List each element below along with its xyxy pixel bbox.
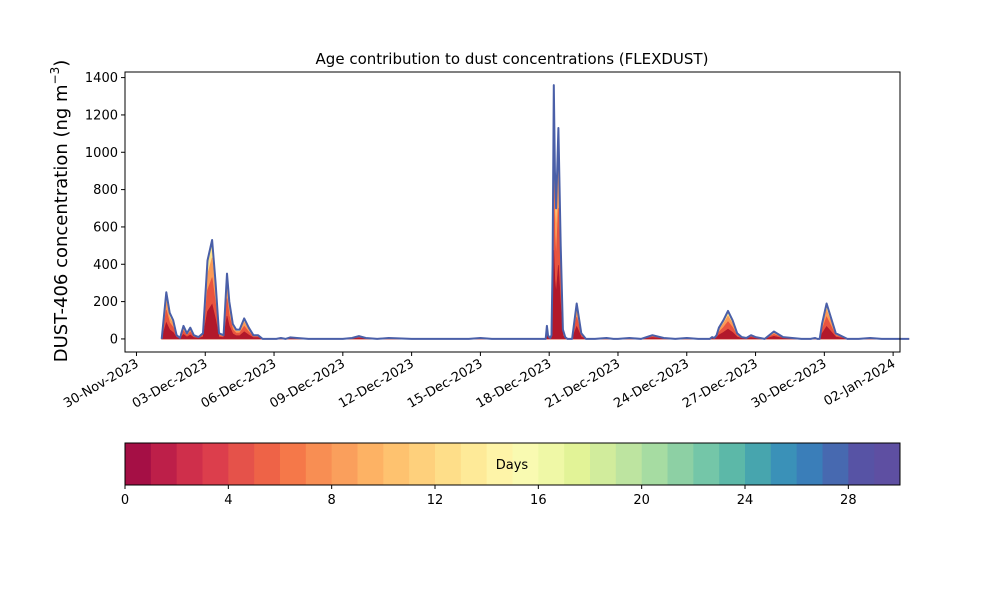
colorbar-bin-13	[460, 443, 488, 485]
y-tick-label-3: 600	[93, 220, 118, 235]
colorbar-tick-label-2: 8	[328, 493, 336, 508]
colorbar-tick-label-3: 12	[427, 493, 444, 508]
colorbar-bin-24	[745, 443, 772, 485]
colorbar-bin-29	[874, 443, 901, 485]
y-axis-label-exponent: −3	[48, 67, 62, 85]
y-tick-label-5: 1000	[85, 146, 118, 161]
colorbar-tick-label-4: 16	[530, 493, 547, 508]
colorbar-tick-label-0: 0	[121, 493, 129, 508]
colorbar-bin-15	[512, 443, 539, 485]
age-area-0	[161, 250, 910, 340]
colorbar-bin-0	[125, 443, 152, 485]
age-area-1	[161, 181, 910, 340]
colorbar-bin-3	[202, 443, 229, 485]
colorbar-tick-label-6: 24	[737, 493, 754, 508]
colorbar-bin-17	[564, 443, 591, 485]
colorbar-tick-label-7: 28	[840, 493, 857, 508]
colorbar-bin-11	[409, 443, 436, 485]
axes-frame	[124, 71, 901, 353]
colorbar-bin-5	[254, 443, 281, 485]
y-axis-label-close: )	[51, 60, 72, 67]
colorbar-bin-1	[150, 443, 178, 485]
colorbar-bin-26	[796, 443, 823, 485]
colorbar-bin-9	[357, 443, 384, 485]
x-tick-label-2: 06-Dec-2023	[199, 356, 279, 411]
y-tick-label-1: 200	[93, 295, 118, 310]
age-area-2	[161, 130, 910, 340]
age-area-3	[161, 102, 910, 340]
colorbar-bin-2	[176, 443, 203, 485]
y-tick-label-7: 1400	[85, 71, 118, 86]
y-tick-label-4: 800	[93, 183, 118, 198]
x-tick-label-5: 15-Dec-2023	[405, 356, 485, 411]
colorbar-bin-12	[435, 443, 462, 485]
x-tick-label-4: 12-Dec-2023	[336, 356, 416, 411]
y-tick-label-0: 0	[110, 332, 118, 347]
age-area-4	[161, 92, 910, 340]
y-tick-label-2: 400	[93, 258, 118, 273]
colorbar-bin-7	[305, 443, 333, 485]
plot-area	[160, 84, 910, 340]
colorbar-bin-25	[770, 443, 798, 485]
chart-title: Age contribution to dust concentrations …	[316, 50, 709, 68]
colorbar-bin-4	[228, 443, 255, 485]
colorbar-label: Days	[496, 458, 529, 473]
x-tick-label-3: 09-Dec-2023	[267, 356, 347, 411]
colorbar-bin-14	[486, 443, 513, 485]
x-tick-label-9: 27-Dec-2023	[680, 356, 760, 411]
x-tick-label-8: 24-Dec-2023	[611, 356, 691, 411]
colorbar-bin-22	[693, 443, 720, 485]
colorbar-bin-20	[641, 443, 668, 485]
colorbar-bin-27	[822, 443, 849, 485]
colorbar: 0 4 8 12 16 20 24 28	[121, 442, 901, 508]
colorbar-bin-18	[590, 443, 617, 485]
x-tick-label-1: 03-Dec-2023	[130, 356, 210, 411]
x-tick-label-11: 02-Jan-2024	[822, 356, 899, 409]
colorbar-bin-16	[538, 443, 565, 485]
colorbar-bin-21	[667, 443, 694, 485]
colorbar-bin-23	[719, 443, 746, 485]
colorbar-bin-28	[848, 443, 875, 485]
x-tick-label-10: 30-Dec-2023	[749, 356, 829, 411]
total-series-line	[160, 84, 910, 340]
colorbar-tick-label-1: 4	[224, 493, 232, 508]
y-axis-label: DUST-406 concentration (ng m−3)	[48, 60, 72, 363]
age-area-5	[161, 85, 910, 340]
x-tick-label-7: 21-Dec-2023	[543, 356, 623, 411]
x-tick-label-6: 18-Dec-2023	[474, 356, 554, 411]
colorbar-bin-19	[615, 443, 643, 485]
colorbar-bin-6	[280, 443, 307, 485]
y-axis-label-main: DUST-406 concentration (ng m	[51, 84, 72, 362]
y-tick-label-6: 1200	[85, 108, 118, 123]
colorbar-bin-8	[331, 443, 358, 485]
colorbar-bin-10	[383, 443, 410, 485]
x-tick-label-0: 30-Nov-2023	[61, 356, 141, 411]
colorbar-frame	[124, 442, 901, 486]
axes: 0 200 400 600 800 1000 1200 1400 30-Nov-202303-D…	[61, 71, 901, 412]
colorbar-tick-label-5: 20	[633, 493, 650, 508]
